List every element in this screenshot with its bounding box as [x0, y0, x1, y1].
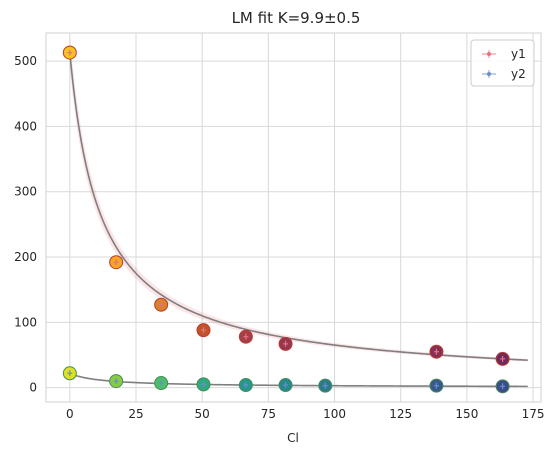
x-tick-label: 0 [66, 407, 74, 421]
y-tick-label: 100 [14, 315, 37, 329]
fit-curve-y2 [69, 372, 528, 388]
x-tick-label: 100 [323, 407, 346, 421]
x-tick-label: 150 [455, 407, 478, 421]
y-tick-label: 200 [14, 250, 37, 264]
x-tick-label: 175 [522, 407, 545, 421]
legend-label-y1: y1 [511, 47, 526, 61]
y-tick-label: 500 [14, 54, 37, 68]
legend-label-y2: y2 [511, 67, 526, 81]
legend-marker-y1 [487, 52, 491, 56]
plot-area: 0 25 50 75 100 125 150 175 0 100 200 300 400 500 [14, 32, 545, 421]
x-tick-label: 75 [261, 407, 276, 421]
chart-title: LM fit K=9.9±0.5 [232, 9, 361, 27]
y-tick-label: 300 [14, 185, 37, 199]
x-tick-label: 50 [195, 407, 210, 421]
x-tick-label: 125 [389, 407, 412, 421]
plot-frame [45, 32, 542, 403]
x-axis-label: Cl [287, 431, 299, 445]
x-tick-label: 25 [128, 407, 143, 421]
plot-background [46, 33, 541, 402]
legend-marker-y2 [487, 72, 491, 76]
fit-curve-y1 [69, 52, 528, 361]
y-tick-label: 0 [29, 381, 37, 395]
y-tick-label: 400 [14, 119, 37, 133]
